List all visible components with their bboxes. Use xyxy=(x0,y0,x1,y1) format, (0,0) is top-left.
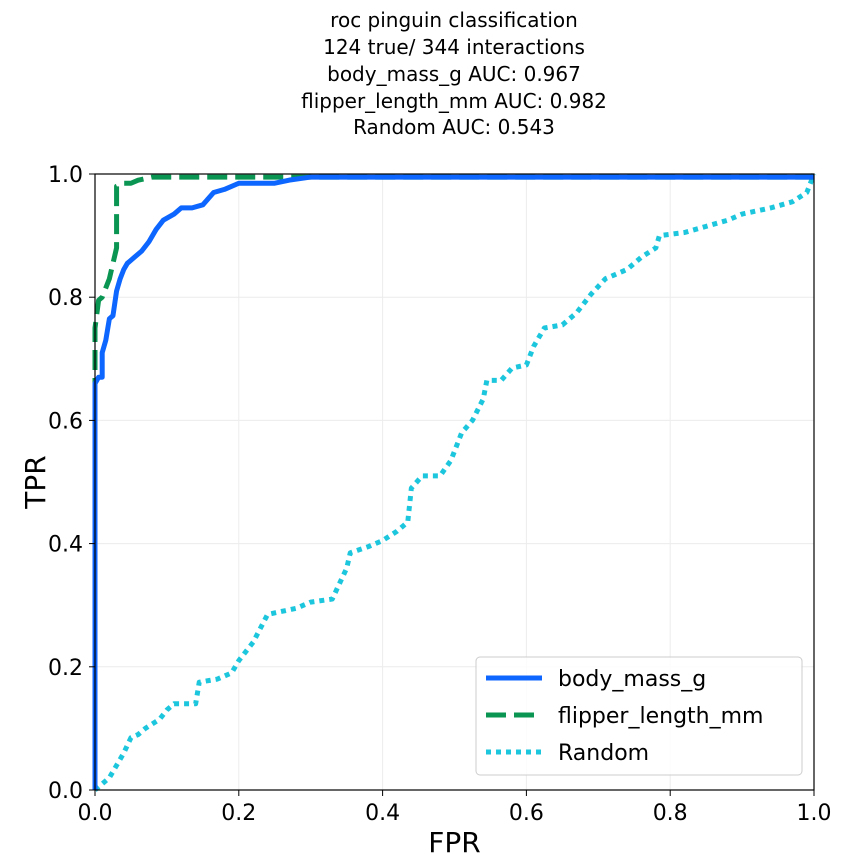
series-line-Random xyxy=(93,173,817,792)
y-tick-label: 0.0 xyxy=(48,779,83,804)
x-axis-label: FPR xyxy=(428,826,480,859)
y-tick-label: 0.4 xyxy=(48,533,83,558)
legend-label-body-mass-g: body_mass_g xyxy=(558,667,706,692)
title-line-4: flipper_length_mm AUC: 0.982 xyxy=(301,89,607,113)
y-tick-label: 0.2 xyxy=(48,656,83,681)
y-tick-label: 1.0 xyxy=(48,163,83,188)
y-axis-label: TPR xyxy=(19,455,52,509)
legend-label-flipper-length-mm: flipper_length_mm xyxy=(558,704,763,729)
chart-title: roc pinguin classification 124 true/ 344… xyxy=(301,8,607,139)
x-tick-label: 0.0 xyxy=(78,801,113,826)
x-tick-label: 1.0 xyxy=(797,801,832,826)
title-line-1: roc pinguin classification xyxy=(330,8,578,32)
axis-ticks: 0.0 0.2 0.4 0.6 0.8 1.0 0.0 0.2 0.4 0.6 0.8 1.0 xyxy=(48,163,832,826)
x-tick-label: 0.8 xyxy=(653,801,688,826)
series-line-flipper-length-mm xyxy=(92,174,814,790)
x-tick-label: 0.2 xyxy=(221,801,256,826)
plot-frame xyxy=(94,173,815,791)
title-line-2: 124 true/ 344 interactions xyxy=(323,35,585,59)
y-tick-label: 0.8 xyxy=(48,286,83,311)
series-line-body-mass-g xyxy=(92,174,814,790)
series-lines xyxy=(92,173,817,792)
x-tick-label: 0.4 xyxy=(365,801,400,826)
y-tick-label: 0.6 xyxy=(48,409,83,434)
legend-box xyxy=(475,656,803,776)
x-tick-label: 0.6 xyxy=(509,801,544,826)
legend-label-Random: Random xyxy=(558,741,649,766)
title-line-5: Random AUC: 0.543 xyxy=(353,115,555,139)
legend: body_mass_g flipper_length_mm Random xyxy=(475,656,803,776)
title-line-3: body_mass_g AUC: 0.967 xyxy=(327,62,581,86)
